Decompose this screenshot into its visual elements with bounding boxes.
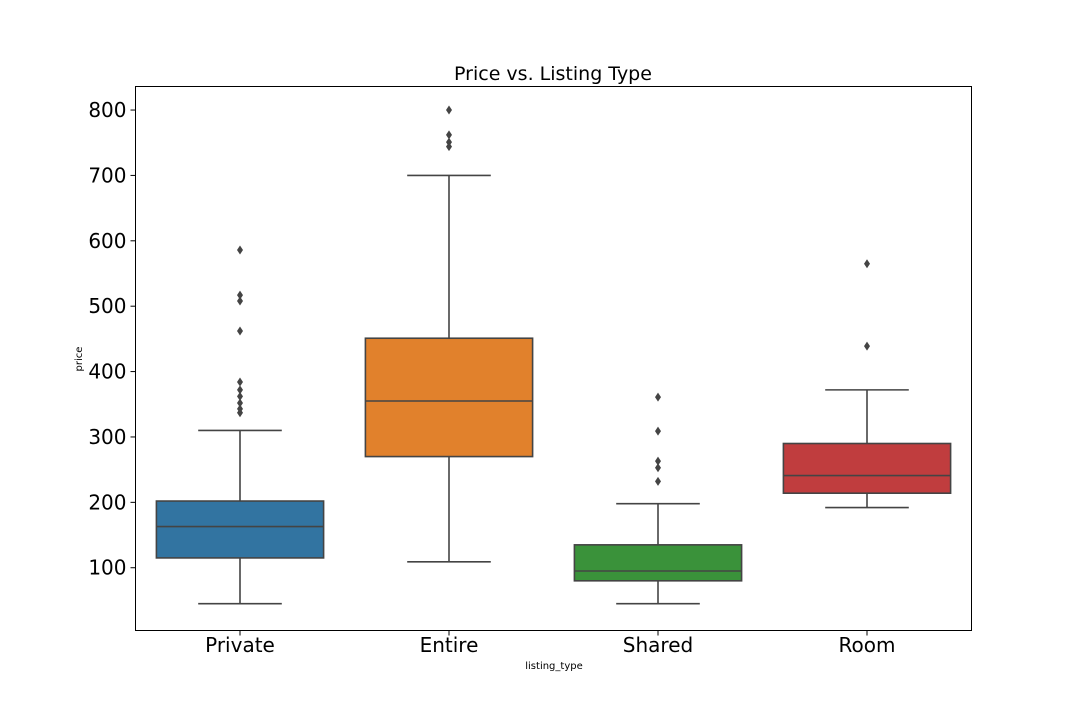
outlier-shared (655, 426, 661, 436)
iqr-box-shared (573, 544, 743, 582)
iqr-box-room (782, 442, 952, 494)
y-tick-label: 100 (88, 556, 126, 580)
box-room (782, 259, 952, 509)
outlier-room (864, 259, 870, 269)
outlier-private (237, 296, 243, 306)
outlier-private (237, 385, 243, 395)
plot-area (155, 105, 952, 605)
outlier-room (864, 341, 870, 351)
outlier-shared (655, 456, 661, 466)
box-private (155, 245, 325, 605)
outlier-private (237, 326, 243, 336)
outlier-private (237, 398, 243, 408)
outlier-shared (655, 463, 661, 473)
outlier-shared (655, 476, 661, 486)
chart-title: Price vs. Listing Type (454, 63, 652, 85)
box-shared (573, 392, 743, 605)
x-axis: Private Entire Shared Room (205, 630, 896, 657)
y-tick-label: 800 (88, 98, 126, 122)
x-axis-label: listing_type (525, 661, 583, 672)
y-tick-label: 200 (88, 490, 126, 514)
axes-frame (135, 86, 972, 631)
outlier-private (237, 391, 243, 401)
x-tick-label-shared: Shared (623, 633, 693, 657)
y-tick-label: 500 (88, 294, 126, 318)
y-tick-label: 300 (88, 425, 126, 449)
iqr-box-entire (364, 337, 534, 458)
y-tick-label: 700 (88, 163, 126, 187)
iqr-box-private (155, 500, 325, 559)
outlier-entire (446, 142, 452, 152)
y-tick-label: 600 (88, 229, 126, 253)
x-tick-label-private: Private (205, 633, 275, 657)
y-axis-label: price (74, 347, 85, 372)
outlier-entire (446, 105, 452, 115)
outlier-private (237, 377, 243, 387)
outlier-private (237, 290, 243, 300)
outlier-shared (655, 392, 661, 402)
box-entire (364, 105, 534, 563)
y-axis: 100 200 300 400 500 600 700 800 (88, 98, 136, 580)
x-tick-label-room: Room (839, 633, 896, 657)
outlier-private (237, 404, 243, 414)
outlier-private (237, 245, 243, 255)
outlier-entire (446, 130, 452, 140)
y-tick-label: 400 (88, 360, 126, 384)
outlier-entire (446, 137, 452, 147)
x-tick-label-entire: Entire (420, 633, 479, 657)
